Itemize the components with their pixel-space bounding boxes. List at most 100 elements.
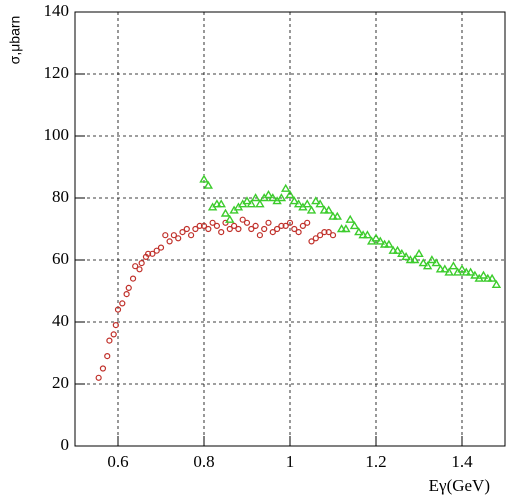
data-point: [248, 225, 255, 233]
data-point: [444, 267, 454, 276]
data-point: [321, 229, 328, 236]
data-point: [110, 331, 117, 338]
data-point: [138, 260, 145, 267]
data-point: [179, 229, 186, 236]
data-point: [349, 221, 360, 230]
data-point: [341, 224, 351, 233]
y-tick-label: 80: [52, 187, 69, 206]
data-point: [414, 248, 424, 257]
data-point: [289, 196, 300, 205]
data-point: [285, 190, 295, 199]
data-point: [114, 306, 122, 313]
data-point: [132, 263, 139, 270]
y-tick-label: 100: [44, 125, 70, 144]
data-point: [192, 225, 199, 233]
data-point: [265, 219, 272, 226]
x-tick-label: 1: [286, 452, 295, 471]
data-point: [175, 235, 182, 242]
data-point: [129, 275, 137, 282]
data-point: [112, 322, 119, 329]
data-point: [213, 222, 220, 229]
x-tick-label: 1.4: [451, 452, 473, 471]
data-point: [157, 244, 165, 251]
data-point: [256, 232, 263, 239]
x-tick-label: 0.6: [107, 452, 128, 471]
data-point: [332, 211, 343, 220]
data-point: [422, 261, 433, 270]
y-axis-label: σ,μbarn: [7, 16, 23, 65]
data-point: [470, 270, 480, 279]
data-point: [104, 353, 111, 360]
data-point: [431, 258, 441, 267]
data-point: [286, 219, 294, 226]
data-point: [246, 199, 257, 208]
data-point: [145, 250, 152, 257]
y-tick-label: 20: [52, 373, 69, 392]
data-point: [276, 193, 287, 202]
data-point: [329, 232, 337, 239]
data-point: [216, 199, 226, 208]
data-point: [295, 229, 302, 236]
data-point: [401, 252, 411, 261]
data-point: [196, 222, 203, 229]
data-point: [125, 284, 132, 291]
data-point: [362, 230, 373, 239]
data-point: [457, 264, 467, 273]
data-point: [465, 267, 476, 276]
y-tick-label: 60: [52, 249, 69, 268]
x-axis-label: Eγ(GeV): [429, 476, 490, 495]
data-point: [308, 238, 315, 245]
data-point: [218, 229, 225, 236]
y-tick-label: 120: [44, 63, 70, 82]
data-point: [291, 225, 298, 233]
data-point: [280, 183, 291, 192]
data-point: [123, 291, 130, 298]
x-tick-label: 1.2: [365, 452, 386, 471]
data-point: [261, 225, 268, 233]
data-point: [250, 193, 261, 202]
data-point: [312, 235, 319, 242]
plot-frame: [74, 11, 506, 447]
data-point: [205, 225, 212, 233]
data-point: [220, 208, 231, 217]
data-point: [306, 205, 317, 214]
y-tick-label: 40: [52, 311, 69, 330]
data-point: [448, 261, 459, 270]
data-point: [95, 374, 102, 381]
data-point: [317, 232, 324, 239]
data-point: [325, 229, 332, 236]
x-tick-label: 0.8: [193, 452, 214, 471]
data-point: [119, 300, 126, 307]
data-point: [225, 214, 235, 223]
data-point: [136, 266, 143, 273]
data-point: [231, 222, 238, 229]
data-point: [311, 196, 321, 205]
y-tick-label: 0: [61, 435, 70, 454]
data-point: [384, 239, 394, 248]
data-point: [371, 233, 381, 242]
data-point: [315, 199, 325, 208]
data-point: [299, 222, 306, 229]
data-point: [200, 222, 208, 229]
data-point: [255, 199, 265, 208]
data-point: [282, 222, 289, 229]
data-point: [478, 270, 489, 279]
data-point: [323, 205, 334, 214]
data-point: [268, 193, 278, 202]
data-point: [203, 180, 214, 189]
data-point: [269, 229, 276, 236]
data-point: [302, 199, 312, 208]
data-point: [149, 250, 156, 257]
data-point: [263, 190, 274, 199]
data-point: [239, 216, 246, 223]
data-point: [162, 232, 169, 239]
data-point: [235, 225, 242, 233]
data-point: [487, 273, 497, 282]
data-point: [278, 222, 285, 229]
data-point: [183, 225, 190, 233]
data-point: [209, 219, 216, 226]
data-point: [304, 219, 311, 226]
data-point: [345, 214, 355, 223]
data-point: [226, 225, 233, 233]
